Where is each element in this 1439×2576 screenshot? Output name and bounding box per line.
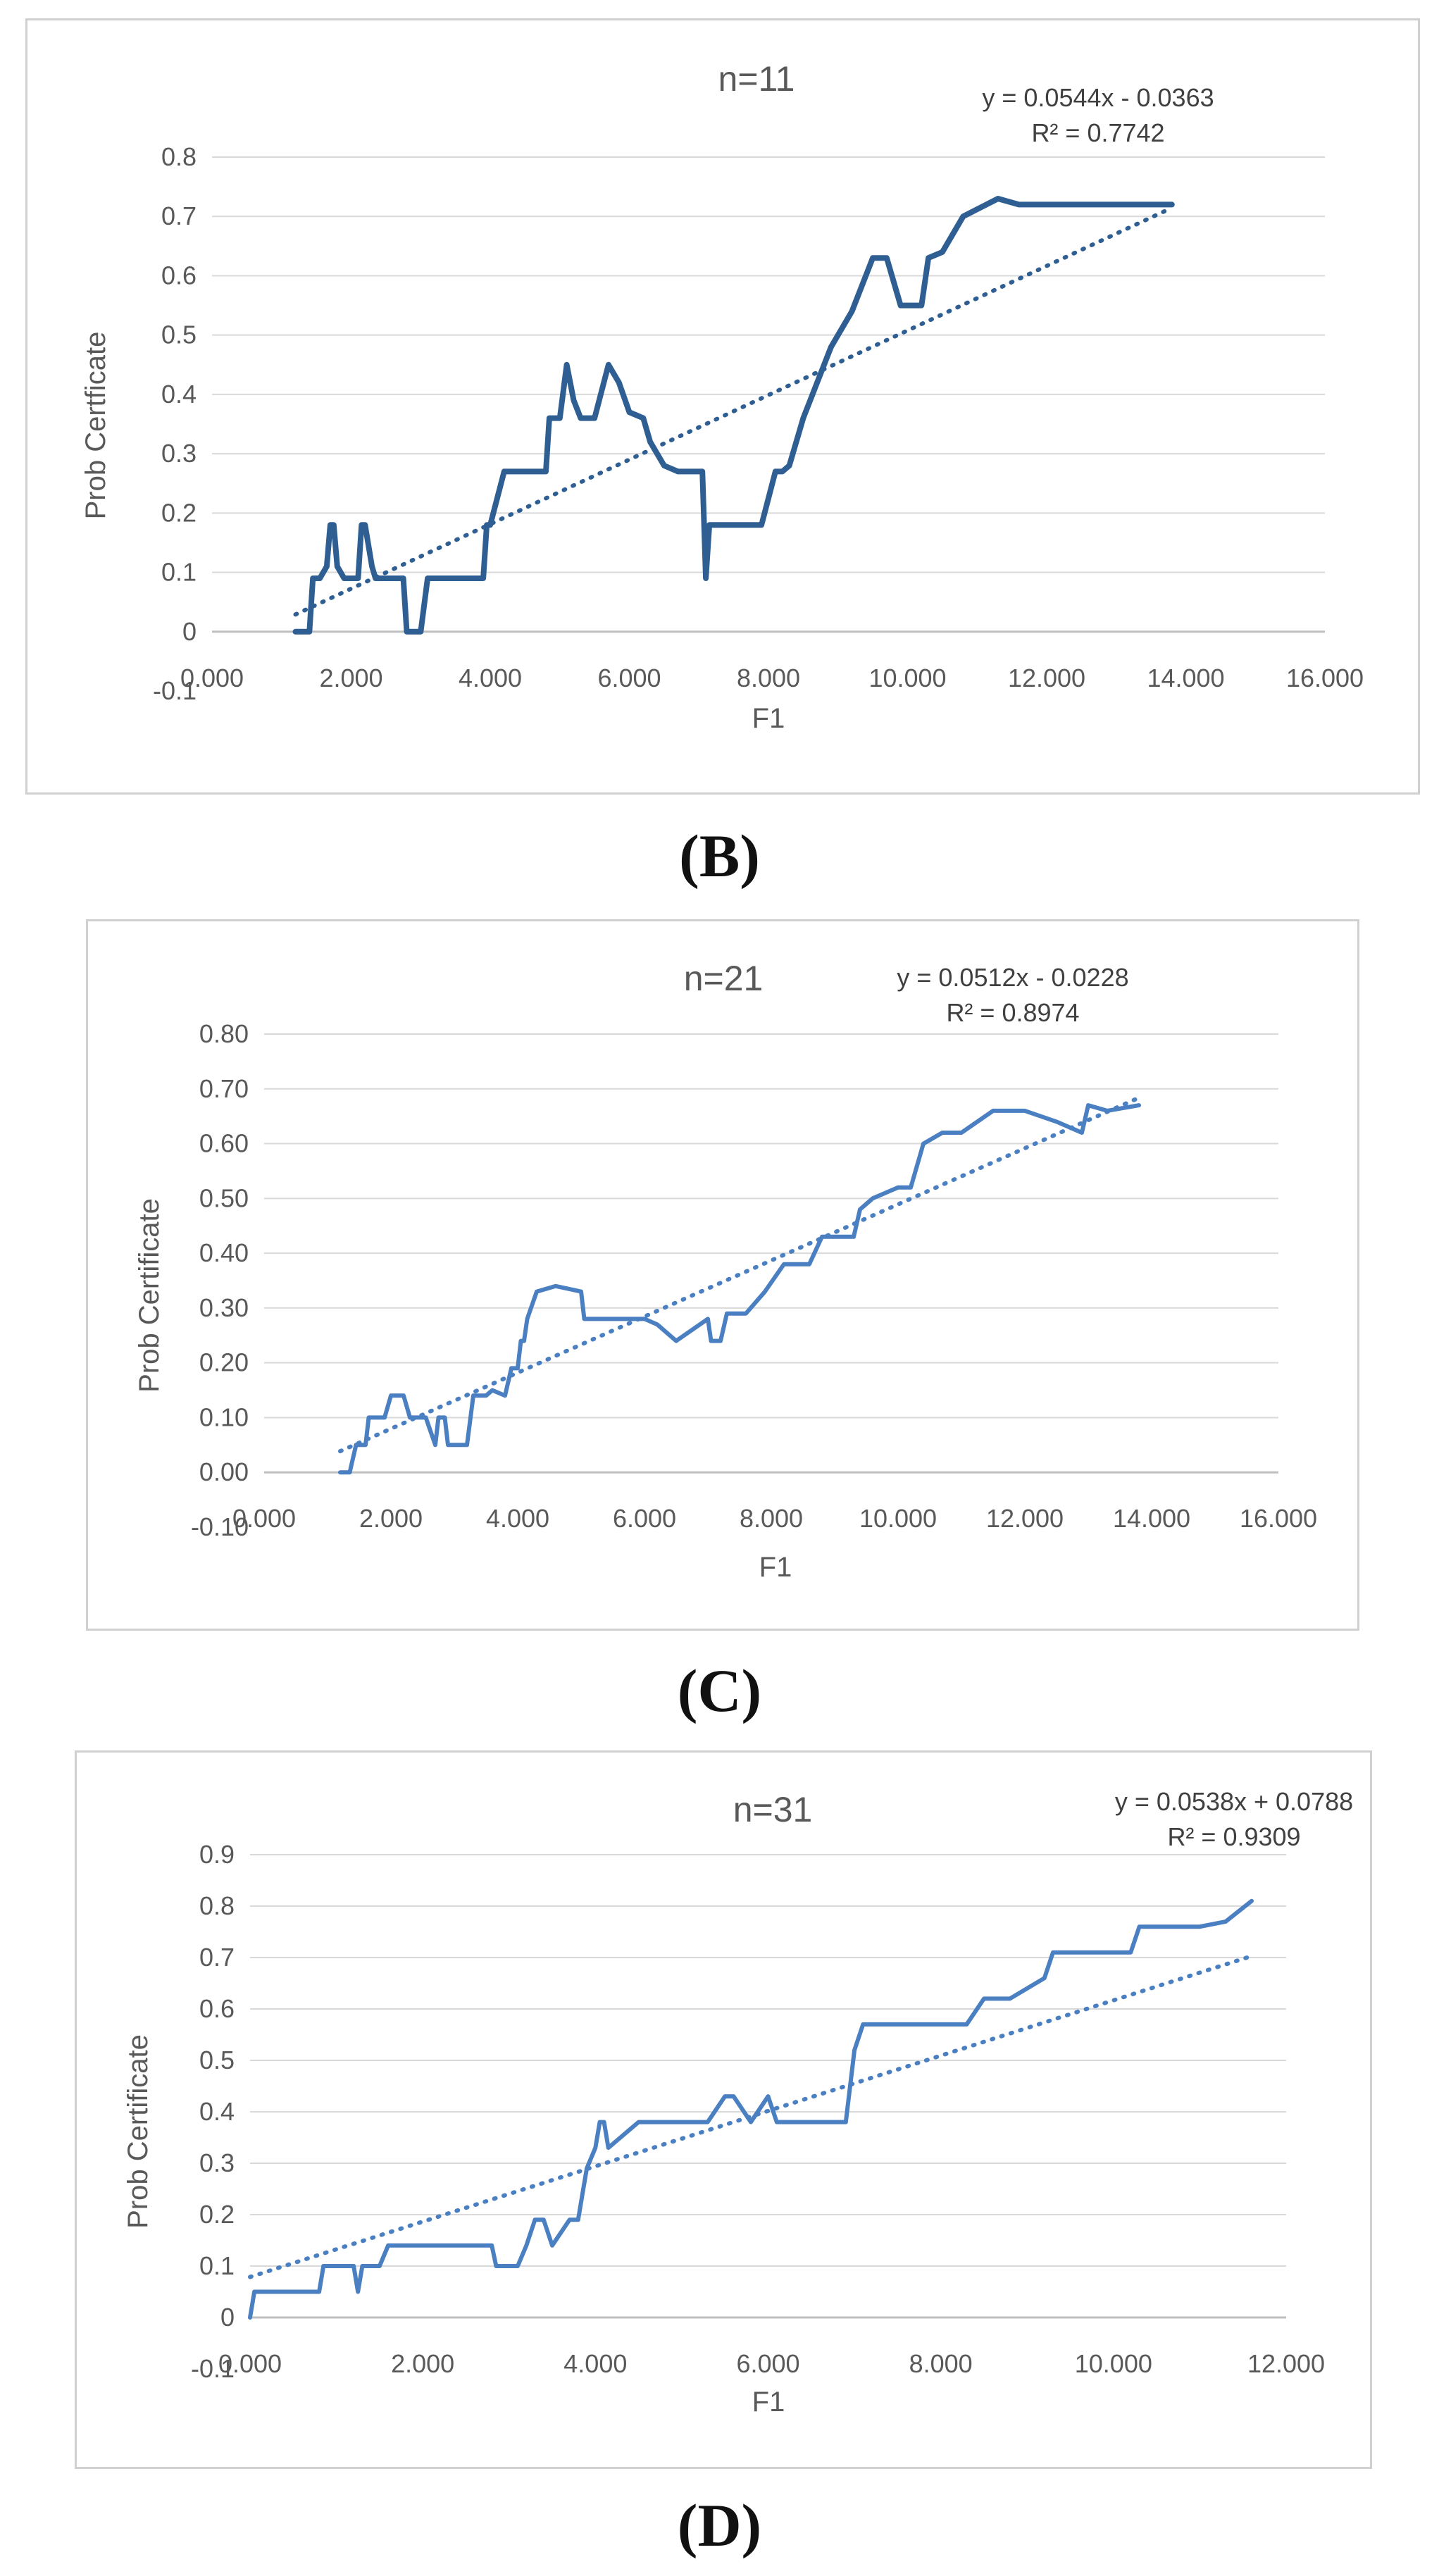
r-squared-label: R² = 0.8974 [946, 998, 1079, 1027]
x-tick-label: 8.000 [909, 2349, 973, 2378]
x-axis-label: F1 [752, 703, 785, 734]
y-tick-label: 0 [182, 617, 197, 646]
y-tick-label: 0.20 [199, 1348, 249, 1377]
x-tick-label: 8.000 [740, 1504, 803, 1533]
x-tick-label: 4.000 [459, 664, 522, 692]
y-tick-label: 0.80 [199, 1019, 249, 1048]
chart-svg-c: -0.10 0.00 0.10 0.20 0.30 0.40 0.50 0.60 0.70 0.8… [134, 959, 1317, 1583]
x-axis-label: F1 [759, 1552, 792, 1583]
y-tick-label: 0.1 [161, 558, 197, 587]
y-tick-label: 0.8 [161, 142, 197, 171]
y-tick-label: 0.50 [199, 1183, 249, 1212]
chart-title: n=31 [733, 1790, 813, 1829]
x-tick-label: 0.000 [232, 1504, 296, 1533]
series-line [248, 1898, 1254, 2320]
x-tick-label: 0.000 [180, 664, 244, 692]
y-tick-label: 0.3 [161, 439, 197, 468]
x-tick-label: 16.000 [1240, 1504, 1317, 1533]
chart-panel-d: -0.1 0 0.1 0.2 0.3 0.4 0.5 0.6 0.7 0.8 0.9 0.000 2.0… [75, 1750, 1372, 2469]
y-tick-label: 0.7 [161, 201, 197, 230]
trendline-equation: y = 0.0544x - 0.0363 [982, 83, 1214, 112]
y-tick-label: 0.1 [199, 2251, 235, 2280]
panel-label-b: (B) [679, 822, 760, 890]
x-tick-label: 12.000 [1008, 664, 1085, 692]
y-tick-label: 0.8 [199, 1891, 235, 1920]
x-tick-label: 14.000 [1147, 664, 1224, 692]
trendline [293, 206, 1174, 617]
y-tick-label: 0.7 [199, 1943, 235, 1972]
y-tick-label: 0.3 [199, 2148, 235, 2177]
y-tick-label: -0.1 [153, 676, 197, 705]
chart-panel-b: -0.1 0 0.1 0.2 0.3 0.4 0.5 0.6 0.7 0.8 0.000 2.000 4… [25, 18, 1420, 795]
panel-label-c: (C) [677, 1657, 762, 1724]
y-tick-label: 0.4 [161, 380, 197, 409]
y-tick-label: 0.9 [199, 1840, 235, 1869]
trendline-equation: y = 0.0512x - 0.0228 [897, 963, 1128, 992]
r-squared-label: R² = 0.9309 [1167, 1822, 1300, 1851]
y-tick-label: 0.5 [199, 2046, 235, 2074]
y-tick-label: 0.6 [161, 261, 197, 290]
y-tick-label: 0.00 [199, 1457, 249, 1486]
y-tick-label: 0.10 [199, 1402, 249, 1431]
y-tick-label: 0.2 [161, 498, 197, 527]
y-tick-label: 0.30 [199, 1293, 249, 1322]
chart-svg-d: -0.1 0 0.1 0.2 0.3 0.4 0.5 0.6 0.7 0.8 0.9 0.000 2.0… [123, 1787, 1353, 2418]
trendline-equation: y = 0.0538x + 0.0788 [1115, 1787, 1353, 1816]
x-tick-label: 16.000 [1286, 664, 1364, 692]
y-tick-label: 0.6 [199, 1994, 235, 2023]
x-tick-label: 2.000 [391, 2349, 454, 2378]
trendline [338, 1095, 1141, 1454]
x-tick-label: 4.000 [563, 2349, 627, 2378]
y-tick-label: 0.60 [199, 1129, 249, 1158]
x-tick-label: 12.000 [1247, 2349, 1325, 2378]
y-tick-label: 0.4 [199, 2097, 235, 2126]
y-tick-label: 0.40 [199, 1238, 249, 1267]
y-axis-label: Prob Certificate [123, 2034, 154, 2229]
chart-svg-b: -0.1 0 0.1 0.2 0.3 0.4 0.5 0.6 0.7 0.8 0.000 2.000 4… [80, 59, 1364, 734]
x-tick-label: 10.000 [868, 664, 946, 692]
y-tick-label: -0.1 [191, 2354, 235, 2383]
trendline [248, 1953, 1254, 2279]
y-axis-label: Prob Certificate [134, 1198, 165, 1393]
x-tick-label: 0.000 [218, 2349, 282, 2378]
y-tick-label: 0.5 [161, 321, 197, 349]
x-tick-label: 2.000 [319, 664, 382, 692]
y-tick-label: -0.10 [191, 1512, 249, 1541]
x-tick-label: 12.000 [986, 1504, 1064, 1533]
y-tick-label: 0 [220, 2303, 235, 2332]
x-tick-label: 10.000 [859, 1504, 937, 1533]
chart-title: n=11 [718, 59, 795, 99]
series-line [338, 1103, 1141, 1475]
x-tick-label: 10.000 [1075, 2349, 1152, 2378]
x-tick-label: 8.000 [737, 664, 800, 692]
x-tick-label: 2.000 [359, 1504, 423, 1533]
r-squared-label: R² = 0.7742 [1031, 118, 1164, 147]
x-tick-label: 14.000 [1113, 1504, 1190, 1533]
y-axis-label: Prob Certficate [80, 332, 111, 520]
x-tick-label: 6.000 [597, 664, 661, 692]
chart-panel-c: -0.10 0.00 0.10 0.20 0.30 0.40 0.50 0.60 0.70 0.8… [86, 919, 1359, 1631]
y-tick-label: 0.2 [199, 2200, 235, 2229]
x-tick-label: 4.000 [486, 1504, 549, 1533]
x-tick-label: 6.000 [613, 1504, 676, 1533]
y-tick-label: 0.70 [199, 1074, 249, 1103]
series-line [292, 196, 1175, 635]
chart-title: n=21 [684, 959, 764, 998]
x-axis-label: F1 [752, 2387, 785, 2418]
x-tick-label: 6.000 [736, 2349, 799, 2378]
panel-label-d: (D) [677, 2491, 762, 2559]
